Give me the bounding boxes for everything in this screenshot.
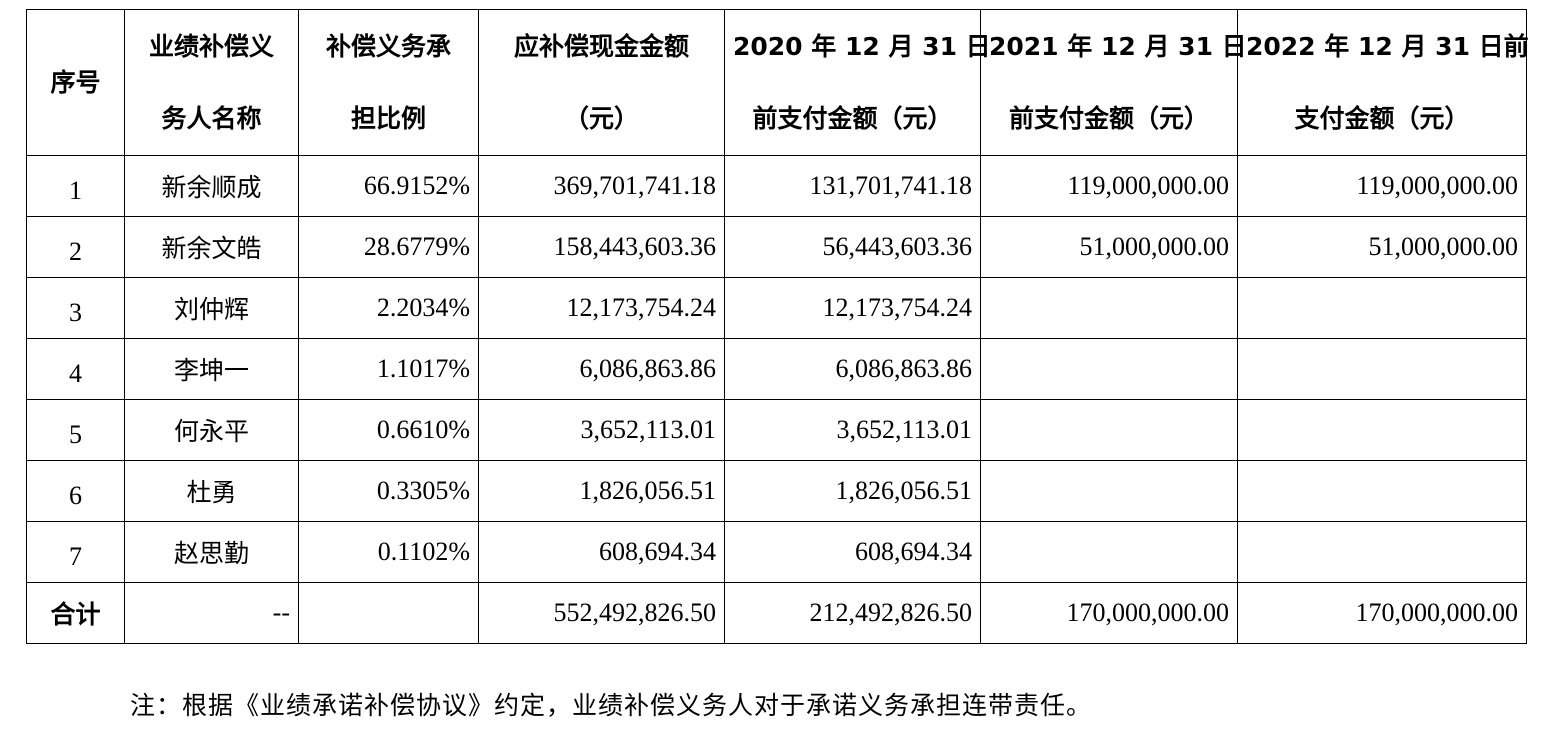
cell-ratio: 0.1102%: [298, 521, 479, 583]
total-cell-cash-amount: 552,492,826.50: [478, 582, 725, 644]
cell-2022-payment: [1237, 399, 1527, 461]
cell-name: 新余文皓: [124, 216, 299, 278]
total-cell-2020-payment: 212,492,826.50: [724, 582, 981, 644]
header-row: 序号 业绩补偿义 务人名称 补偿义务承 担比例 应补偿现金金额 （元） 2020 年 …: [26, 9, 1529, 156]
cell-2022-payment: [1237, 338, 1527, 400]
cell-seq: 1: [26, 155, 125, 217]
header-ratio: 补偿义务承 担比例: [298, 9, 479, 156]
table-row: 5 何永平 0.6610% 3,652,113.01 3,652,113.01: [26, 399, 1527, 461]
cell-2022-payment: [1237, 460, 1527, 522]
cell-2020-payment: 131,701,741.18: [724, 155, 981, 217]
cell-cash-amount: 1,826,056.51: [478, 460, 725, 522]
table-row: 1 新余顺成 66.9152% 369,701,741.18 131,701,741.1…: [26, 155, 1527, 217]
cell-name: 李坤一: [124, 338, 299, 400]
header-obligor-name: 业绩补偿义 务人名称: [124, 9, 299, 156]
total-label: 合计: [26, 582, 125, 644]
cell-seq: 3: [26, 277, 125, 339]
cell-name: 杜勇: [124, 460, 299, 522]
cell-cash-amount: 6,086,863.86: [478, 338, 725, 400]
table-row: 2 新余文皓 28.6779% 158,443,603.36 56,443,603.36…: [26, 216, 1527, 278]
table-row: 7 赵思勤 0.1102% 608,694.34 608,694.34: [26, 521, 1527, 583]
total-row: 合计 -- 552,492,826.50 212,492,826.50 170,000,…: [26, 582, 1527, 644]
cell-2022-payment: 51,000,000.00: [1237, 216, 1527, 278]
compensation-table: 序号 业绩补偿义 务人名称 补偿义务承 担比例 应补偿现金金额 （元） 2020 年 …: [26, 9, 1529, 644]
total-cell-name: --: [124, 582, 299, 644]
header-2021-payment: 2021 年 12 月 31 日前支付金额（元）: [980, 9, 1247, 156]
header-cash-amount: 应补偿现金金额 （元）: [478, 9, 725, 156]
cell-seq: 7: [26, 521, 125, 583]
cell-seq: 4: [26, 338, 125, 400]
cell-name: 赵思勤: [124, 521, 299, 583]
cell-ratio: 0.3305%: [298, 460, 479, 522]
cell-cash-amount: 608,694.34: [478, 521, 725, 583]
header-seq: 序号: [26, 9, 125, 156]
total-cell-ratio: [298, 582, 479, 644]
header-2020-payment: 2020 年 12 月 31 日前支付金额（元）: [724, 9, 991, 156]
cell-seq: 6: [26, 460, 125, 522]
cell-2021-payment: [980, 338, 1238, 400]
cell-cash-amount: 12,173,754.24: [478, 277, 725, 339]
cell-2021-payment: [980, 521, 1238, 583]
table-row: 4 李坤一 1.1017% 6,086,863.86 6,086,863.86: [26, 338, 1527, 400]
cell-2022-payment: [1237, 521, 1527, 583]
cell-name: 刘仲辉: [124, 277, 299, 339]
cell-2022-payment: 119,000,000.00: [1237, 155, 1527, 217]
cell-ratio: 0.6610%: [298, 399, 479, 461]
total-cell-2021-payment: 170,000,000.00: [980, 582, 1238, 644]
cell-name: 何永平: [124, 399, 299, 461]
cell-2020-payment: 6,086,863.86: [724, 338, 981, 400]
cell-2020-payment: 56,443,603.36: [724, 216, 981, 278]
cell-2020-payment: 12,173,754.24: [724, 277, 981, 339]
cell-2021-payment: [980, 399, 1238, 461]
cell-2020-payment: 608,694.34: [724, 521, 981, 583]
cell-seq: 5: [26, 399, 125, 461]
footnote: 注：根据《业绩承诺补偿协议》约定，业绩补偿义务人对于承诺义务承担连带责任。: [130, 691, 1093, 720]
cell-cash-amount: 3,652,113.01: [478, 399, 725, 461]
table-row: 3 刘仲辉 2.2034% 12,173,754.24 12,173,754.24: [26, 277, 1527, 339]
header-2022-payment: 2022 年 12 月 31 日前 支付金额（元）: [1237, 9, 1529, 156]
cell-2021-payment: 51,000,000.00: [980, 216, 1238, 278]
cell-2020-payment: 1,826,056.51: [724, 460, 981, 522]
cell-ratio: 1.1017%: [298, 338, 479, 400]
total-cell-2022-payment: 170,000,000.00: [1237, 582, 1527, 644]
cell-2021-payment: [980, 460, 1238, 522]
cell-seq: 2: [26, 216, 125, 278]
cell-2022-payment: [1237, 277, 1527, 339]
cell-ratio: 66.9152%: [298, 155, 479, 217]
cell-name: 新余顺成: [124, 155, 299, 217]
cell-cash-amount: 369,701,741.18: [478, 155, 725, 217]
cell-ratio: 28.6779%: [298, 216, 479, 278]
cell-cash-amount: 158,443,603.36: [478, 216, 725, 278]
cell-2020-payment: 3,652,113.01: [724, 399, 981, 461]
cell-2021-payment: [980, 277, 1238, 339]
cell-2021-payment: 119,000,000.00: [980, 155, 1238, 217]
table-row: 6 杜勇 0.3305% 1,826,056.51 1,826,056.51: [26, 460, 1527, 522]
cell-ratio: 2.2034%: [298, 277, 479, 339]
